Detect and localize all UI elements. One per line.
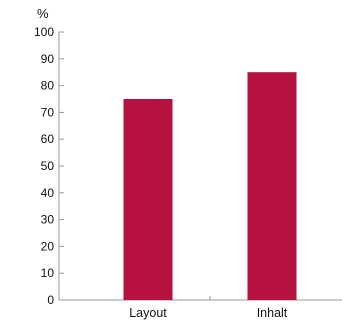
- x-category-label: Inhalt: [257, 306, 288, 320]
- y-tick-label: 20: [41, 239, 55, 253]
- y-tick-label: 60: [41, 132, 55, 146]
- y-tick-label: 100: [34, 25, 54, 39]
- y-tick-label: 0: [47, 293, 54, 307]
- bar-inhalt: [247, 72, 297, 300]
- y-tick-label: 70: [41, 105, 55, 119]
- bar-layout: [123, 99, 173, 300]
- x-category-label: Layout: [129, 306, 167, 320]
- axes: [58, 31, 342, 301]
- y-tick-label: 80: [41, 79, 55, 93]
- y-tick-label: 50: [41, 159, 55, 173]
- y-tick-label: 30: [41, 213, 55, 227]
- y-tick-label: 10: [41, 266, 55, 280]
- bars: [123, 72, 297, 300]
- y-axis-unit-label: %: [37, 6, 49, 21]
- labels: 0 10 20 30 40 50 60 70 80 90 100 Layout Inhalt: [34, 25, 288, 320]
- y-tick-label: 90: [41, 52, 55, 66]
- y-tick-label: 40: [41, 186, 55, 200]
